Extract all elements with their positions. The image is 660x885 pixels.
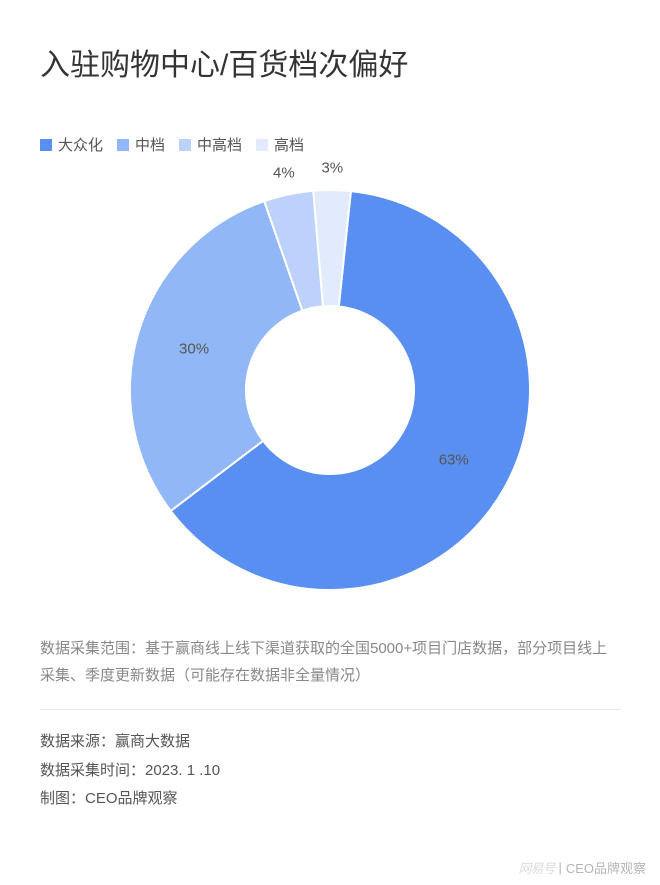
meta-block: 数据来源：赢商大数据 数据采集时间：2023. 1 .10 制图：CEO品牌观察 [40,728,620,814]
chart-area: 63%30%4%3% [40,175,620,605]
legend-item: 高档 [256,134,304,155]
donut-chart: 63%30%4%3% [115,175,545,605]
slice-label: 3% [321,160,343,177]
slice-label: 30% [179,340,209,357]
donut-hole [246,306,414,474]
chart-title: 入驻购物中心/百货档次偏好 [40,40,620,84]
legend-swatch [40,139,52,151]
legend-swatch [179,139,191,151]
watermark-left: 网易号 [518,858,554,877]
meta-time-value: 2023. 1 .10 [145,762,220,779]
legend-item: 中档 [117,134,165,155]
watermark: 网易号 | CEO品牌观察 [518,858,646,877]
meta-source-label: 数据来源： [40,733,115,750]
watermark-sep: | [558,860,561,875]
meta-source: 数据来源：赢商大数据 [40,728,620,757]
data-scope-note: 数据采集范围：基于赢商线上线下渠道获取的全国5000+项目门店数据，部分项目线上… [40,635,620,689]
watermark-right: CEO品牌观察 [566,858,646,877]
meta-author-label: 制图： [40,790,85,807]
meta-author: 制图：CEO品牌观察 [40,785,620,814]
meta-author-value: CEO品牌观察 [85,790,178,807]
legend-label: 中高档 [197,134,242,155]
legend-label: 高档 [274,134,304,155]
divider [40,709,620,710]
legend-label: 大众化 [58,134,103,155]
slice-label: 63% [439,451,469,468]
meta-source-value: 赢商大数据 [115,733,190,750]
slice-label: 4% [273,164,295,181]
legend-item: 大众化 [40,134,103,155]
legend-label: 中档 [135,134,165,155]
legend-swatch [256,139,268,151]
legend: 大众化 中档 中高档 高档 [40,134,620,155]
meta-time-label: 数据采集时间： [40,762,145,779]
meta-time: 数据采集时间：2023. 1 .10 [40,757,620,786]
chart-card: 入驻购物中心/百货档次偏好 大众化 中档 中高档 高档 63% 30% 4% 3% 数据采集… [0,0,660,885]
legend-swatch [117,139,129,151]
legend-item: 中高档 [179,134,242,155]
